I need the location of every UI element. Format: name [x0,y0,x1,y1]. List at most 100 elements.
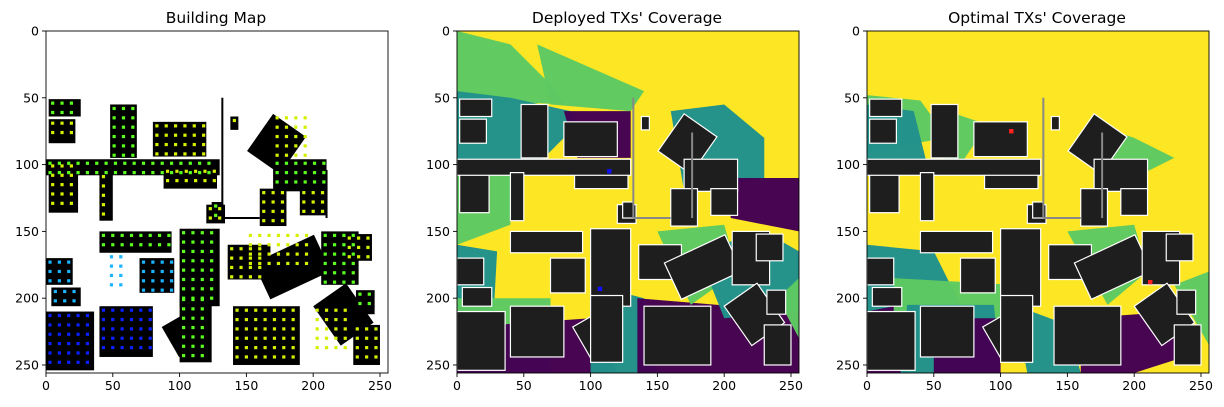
tx-marker [284,161,289,165]
tx-marker [182,259,186,263]
tx-marker [48,313,52,318]
tx-marker [109,283,114,287]
tx-marker [57,269,61,274]
building [867,310,916,371]
tx-marker [67,332,71,336]
tx-marker [183,152,187,156]
building [871,286,903,307]
tx-marker [167,233,171,237]
tx-marker [111,308,115,312]
tx-marker [69,201,73,205]
tx-marker [294,180,298,184]
x-tick-label: 150 [1055,378,1079,393]
tx-marker [104,171,108,175]
tx-marker [155,124,159,128]
building [459,118,487,144]
tx-marker [286,261,290,266]
building [520,103,549,159]
tx-marker [173,142,178,147]
tx-marker [351,261,355,266]
tx-marker [239,275,243,279]
building [766,289,787,315]
tx-marker [173,124,178,128]
tx-marker [303,125,307,129]
building [763,324,792,366]
tx-marker [374,327,378,331]
tx-marker [312,161,317,165]
tx-marker [342,280,346,284]
tx-marker [294,161,298,165]
tx-marker [148,336,152,340]
tx-marker [160,260,164,264]
tx-marker [323,271,327,275]
tx-marker [131,153,135,157]
building [1080,188,1109,227]
tx-marker [113,171,118,175]
tx-marker [200,249,204,254]
y-tick-label: 250 [426,357,450,372]
tx-marker [343,327,347,331]
tx-marker [60,173,64,177]
tx-marker [141,161,146,165]
axes-frame [45,30,389,374]
tx-marker [148,317,152,322]
tx-marker [351,233,355,237]
tx-marker [51,164,55,168]
tx-marker [60,130,64,135]
tx-marker [235,317,239,322]
tx-marker [60,101,64,105]
tx-marker [139,336,143,340]
tx-marker [139,327,143,331]
tx-marker [67,360,71,364]
tx-marker [188,161,192,165]
x-tick-label: 50 [516,378,532,393]
tx-marker [51,192,55,196]
tx-marker [355,346,359,350]
transmitter [607,169,612,174]
tx-marker [182,240,186,244]
tx-marker [258,256,262,260]
tx-marker [165,179,170,183]
tx-marker [304,233,309,237]
tx-marker [76,342,80,346]
tx-marker [271,219,275,223]
tx-marker [48,332,52,336]
building [1050,115,1060,131]
tx-marker [120,308,124,312]
tx-marker [267,233,271,237]
tx-marker [262,200,266,204]
building [1120,188,1149,216]
building-map [46,31,388,373]
tx-marker [254,308,258,312]
y-tick-label: 150 [426,224,450,239]
tx-marker [200,231,204,235]
building [353,324,380,365]
tx-marker [214,213,218,217]
tx-marker [322,161,326,165]
tx-marker [244,355,248,359]
tx-marker [347,236,351,240]
tx-marker [194,179,198,183]
tx-marker [164,152,168,156]
tx-marker [69,164,73,168]
tx-marker [374,336,378,340]
tx-marker [123,171,127,175]
tx-marker [311,191,315,195]
tx-marker [320,191,325,195]
tx-marker [254,346,258,350]
tx-marker [286,233,290,237]
tx-marker [291,327,295,331]
tx-marker [191,231,195,235]
tx-marker [57,161,61,165]
tx-marker [235,355,239,359]
tx-marker [182,335,186,339]
tx-marker [141,269,146,274]
y-tick-label: 100 [15,157,39,172]
building [622,201,634,219]
building [589,228,632,307]
panel-1-title: Building Map [166,9,267,27]
tx-marker [244,308,248,312]
tx-marker [258,243,262,247]
tx-marker [101,175,106,179]
tx-marker [284,125,289,129]
